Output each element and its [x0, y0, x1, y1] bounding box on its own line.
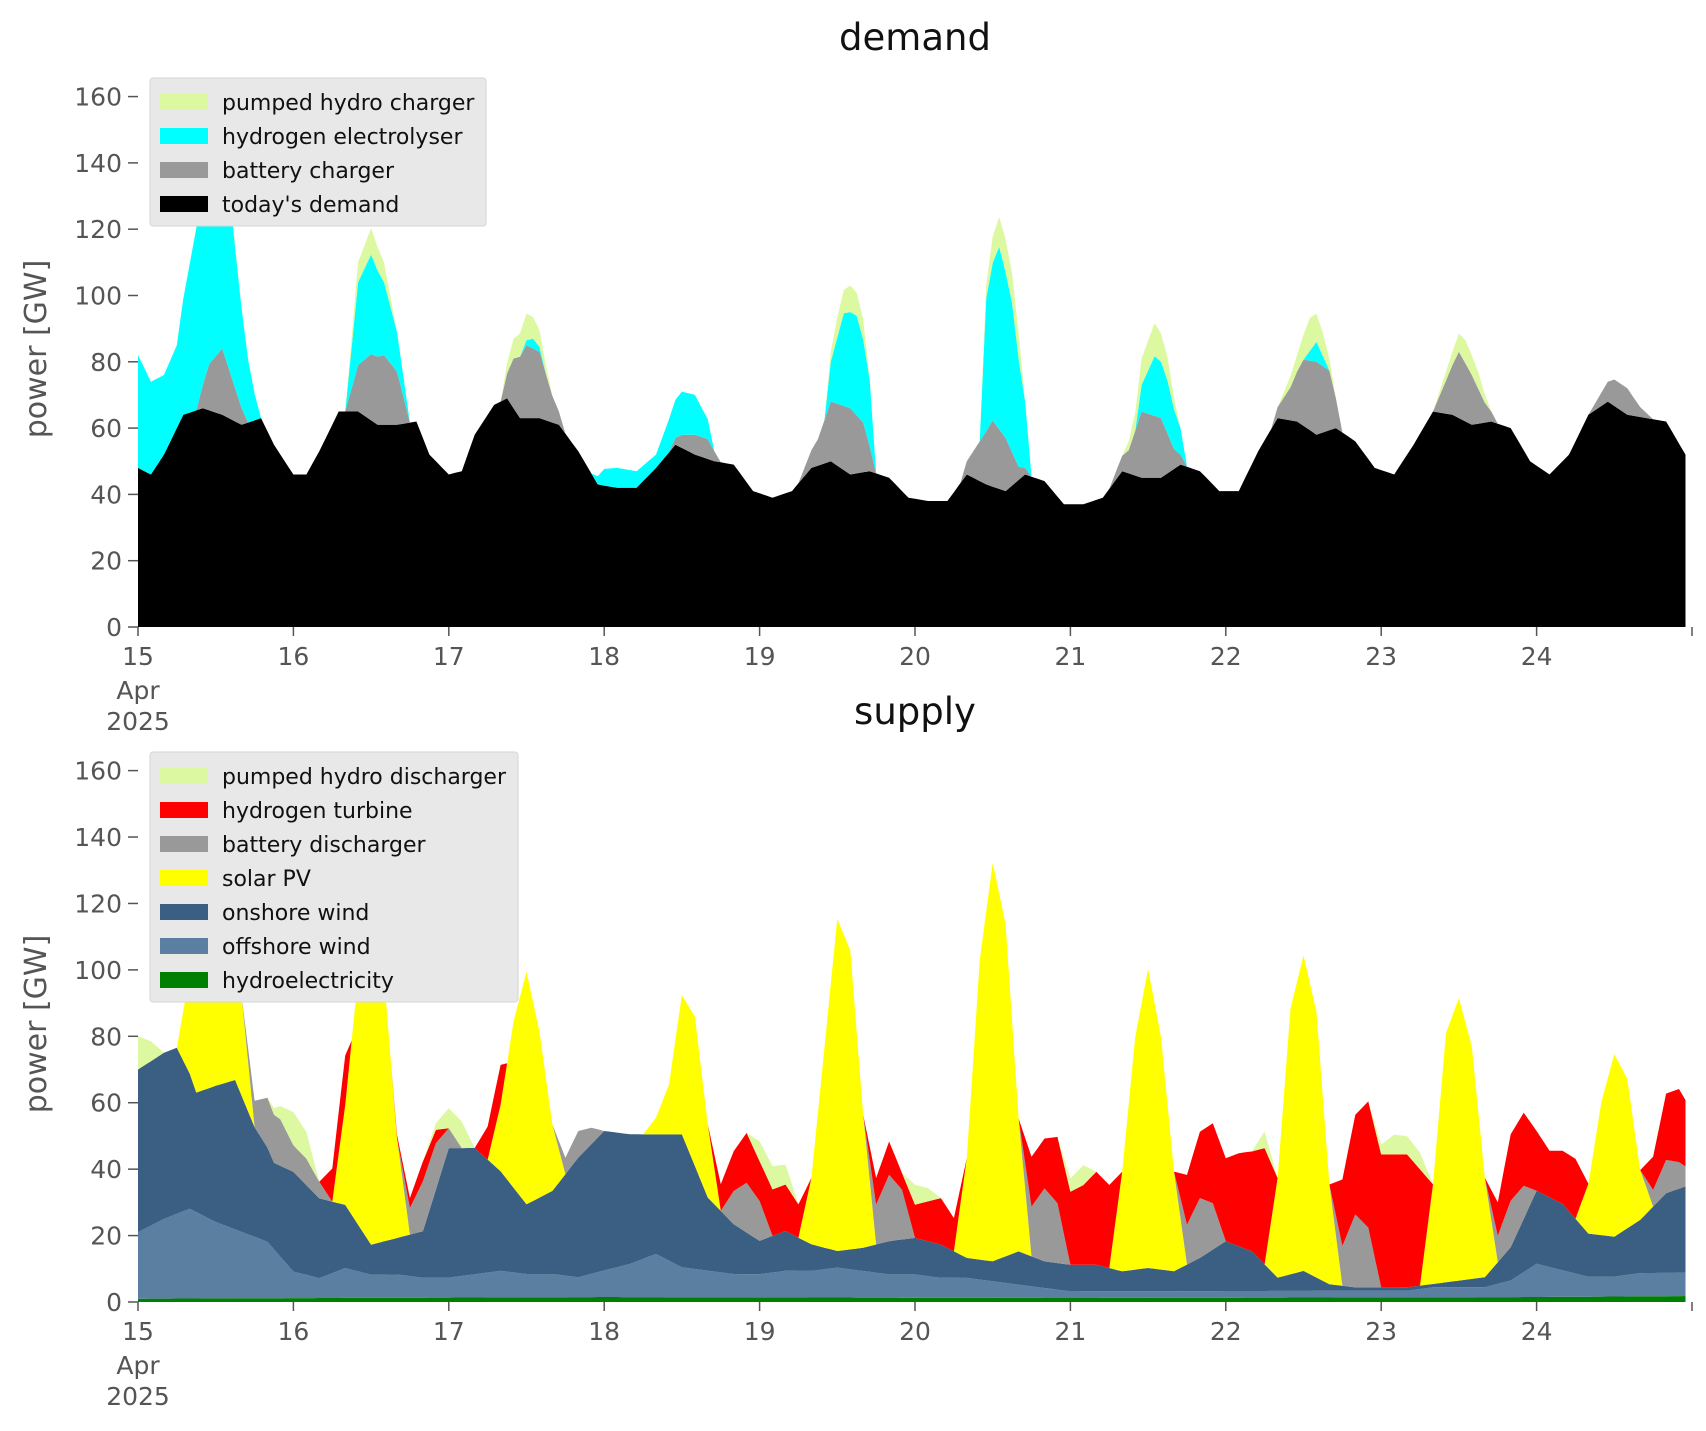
- x-tick-label: 15: [122, 642, 154, 671]
- x-tick-label: 22: [1210, 1317, 1242, 1346]
- legend-label-onshore-wind: onshore wind: [222, 901, 369, 926]
- y-tick-label: 160: [74, 83, 122, 112]
- demand-legend: pumped hydro charger hydrogen electrolyse…: [149, 77, 487, 227]
- y-tick-label: 140: [74, 149, 122, 178]
- x-tick-label: 24: [1521, 642, 1553, 671]
- supply-areas: [138, 773, 1686, 1302]
- x-tick-label: 17: [433, 1317, 465, 1346]
- x-tick-label: 22: [1210, 642, 1242, 671]
- y-tick-label: 80: [90, 1022, 122, 1051]
- x-tick-label: 16: [277, 1317, 309, 1346]
- y-tick-label: 100: [74, 281, 122, 310]
- x-tick-sublabel: 2025: [106, 707, 170, 736]
- y-tick-label: 0: [106, 1288, 122, 1317]
- legend-swatch-solar-pv: [160, 870, 208, 886]
- x-tick-label: 18: [588, 642, 620, 671]
- demand-title: demand: [839, 16, 991, 59]
- legend-label-battery-charger: battery charger: [222, 159, 395, 184]
- x-tick-sublabel: Apr: [116, 676, 160, 705]
- x-tick-label: 15: [122, 1317, 154, 1346]
- demand-y-axis-label: power [GW]: [19, 260, 54, 439]
- y-tick-label: 140: [74, 823, 122, 852]
- legend-swatch-hydrogen-turbine: [160, 802, 208, 818]
- y-tick-label: 60: [90, 1089, 122, 1118]
- x-tick-label: 21: [1054, 642, 1086, 671]
- area-battery-charger: [138, 345, 1686, 505]
- legend-swatch-pumped-hydro-discharger: [160, 768, 208, 784]
- x-tick-label: 24: [1521, 1317, 1553, 1346]
- legend-swatch-hydroelectricity: [160, 972, 208, 988]
- x-tick-label: 18: [588, 1317, 620, 1346]
- legend-swatch-today-s-demand: [160, 196, 208, 212]
- x-tick-label: 23: [1365, 642, 1397, 671]
- legend-label-offshore-wind: offshore wind: [222, 935, 371, 960]
- x-tick-label: 23: [1365, 1317, 1397, 1346]
- supply-axes: 0 20 40 60 80 100 120 140 160 15 16 17 18 19 20 21 22 23 2…: [74, 757, 1693, 1411]
- area-today-s-demand: [138, 398, 1686, 627]
- x-tick-sublabel: 2025: [106, 1382, 170, 1411]
- y-tick-label: 80: [90, 348, 122, 377]
- demand-areas: [138, 114, 1686, 627]
- y-tick-label: 20: [90, 547, 122, 576]
- y-tick-label: 20: [90, 1222, 122, 1251]
- y-tick-label: 120: [74, 215, 122, 244]
- x-tick-label: 17: [433, 642, 465, 671]
- legend-label-pumped-hydro-discharger: pumped hydro discharger: [222, 765, 507, 790]
- x-tick-label: 20: [899, 642, 931, 671]
- legend-swatch-battery-charger: [160, 162, 208, 178]
- x-tick-label: 21: [1054, 1317, 1086, 1346]
- x-tick-label: 20: [899, 1317, 931, 1346]
- y-tick-label: 60: [90, 414, 122, 443]
- y-tick-label: 160: [74, 757, 122, 786]
- x-tick-label: 19: [744, 1317, 776, 1346]
- x-tick-label: 19: [744, 642, 776, 671]
- supply-legend: pumped hydro discharger hydrogen turbine b…: [149, 751, 519, 1003]
- x-tick-label: 16: [277, 642, 309, 671]
- y-tick-label: 0: [106, 613, 122, 642]
- supply-chart: supply power [GW] 0 20 40 60 80 100 120 140 160 1…: [19, 690, 1693, 1411]
- legend-swatch-battery-discharger: [160, 836, 208, 852]
- legend-swatch-hydrogen-electrolyser: [160, 128, 208, 144]
- legend-box: [149, 751, 519, 1003]
- area-solar-pv: [138, 773, 1686, 1288]
- supply-y-axis-label: power [GW]: [19, 935, 54, 1114]
- legend-label-hydroelectricity: hydroelectricity: [222, 969, 394, 994]
- legend-swatch-onshore-wind: [160, 904, 208, 920]
- y-tick-label: 40: [90, 480, 122, 509]
- legend-label-hydrogen-electrolyser: hydrogen electrolyser: [222, 125, 463, 150]
- legend-label-battery-discharger: battery discharger: [222, 833, 427, 858]
- legend-swatch-offshore-wind: [160, 938, 208, 954]
- legend-box: [149, 77, 487, 227]
- legend-swatch-pumped-hydro-charger: [160, 94, 208, 110]
- legend-label-solar-pv: solar PV: [222, 867, 311, 892]
- y-tick-label: 120: [74, 889, 122, 918]
- x-tick-sublabel: Apr: [116, 1351, 160, 1380]
- demand-chart: demand power [GW] 0 20 40 60 80 100 120 140 160 1…: [19, 16, 1693, 736]
- legend-label-pumped-hydro-charger: pumped hydro charger: [222, 91, 475, 116]
- demand-axes: 0 20 40 60 80 100 120 140 160 15 16 17 18 19 20 21 22 23 2…: [74, 83, 1693, 736]
- legend-label-hydrogen-turbine: hydrogen turbine: [222, 799, 413, 824]
- y-tick-label: 100: [74, 956, 122, 985]
- legend-label-today-s-demand: today's demand: [222, 193, 399, 218]
- area-offshore-wind: [138, 1208, 1686, 1299]
- area-onshore-wind: [138, 1047, 1686, 1292]
- y-tick-label: 40: [90, 1155, 122, 1184]
- supply-title: supply: [854, 690, 976, 733]
